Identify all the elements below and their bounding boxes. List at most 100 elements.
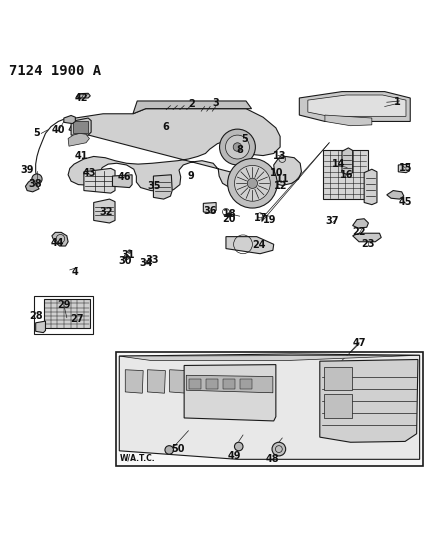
Circle shape [226,135,250,159]
Circle shape [233,143,242,151]
Polygon shape [203,203,216,213]
Polygon shape [353,219,369,228]
Text: 19: 19 [263,215,276,225]
Text: 34: 34 [139,258,152,268]
Polygon shape [119,355,419,360]
Text: 20: 20 [222,214,236,224]
Text: 42: 42 [75,93,89,103]
Text: 32: 32 [100,207,113,217]
Circle shape [227,213,232,217]
Circle shape [32,174,42,184]
Polygon shape [186,375,273,393]
Text: 15: 15 [399,164,413,173]
Bar [189,379,201,389]
Polygon shape [398,164,410,173]
Text: 24: 24 [252,240,265,250]
Circle shape [228,158,277,208]
Polygon shape [25,179,39,192]
Text: 33: 33 [146,255,159,265]
Text: 5: 5 [33,128,40,139]
Text: 3: 3 [212,98,219,108]
Bar [241,379,253,389]
Polygon shape [68,133,89,146]
Text: 18: 18 [223,209,237,220]
Text: 46: 46 [118,172,131,182]
Circle shape [165,446,173,454]
Text: 49: 49 [228,451,241,462]
Text: 14: 14 [332,159,345,169]
Text: 31: 31 [121,249,134,260]
Text: 38: 38 [29,179,42,189]
Polygon shape [94,199,115,223]
Bar [223,379,235,389]
Text: 22: 22 [352,228,366,237]
Polygon shape [36,321,45,333]
Polygon shape [148,370,165,393]
Polygon shape [113,175,132,188]
Ellipse shape [199,104,220,114]
Text: 43: 43 [82,168,96,179]
Circle shape [235,165,270,201]
Text: 37: 37 [326,216,339,227]
Text: 27: 27 [70,313,83,324]
Polygon shape [320,359,418,442]
Polygon shape [68,109,301,191]
Text: 7124 1900 A: 7124 1900 A [9,64,101,78]
Circle shape [272,442,285,456]
Text: 10: 10 [270,168,284,179]
Text: W/A.T.C.: W/A.T.C. [119,454,155,463]
Polygon shape [226,237,274,254]
Bar [33,296,93,334]
Polygon shape [342,148,353,175]
Polygon shape [125,370,143,393]
Text: 12: 12 [274,181,287,191]
Polygon shape [153,175,172,199]
Ellipse shape [165,103,190,112]
Polygon shape [64,116,75,124]
Text: 40: 40 [51,125,65,135]
Text: 9: 9 [187,171,194,181]
Text: 6: 6 [163,122,169,132]
Polygon shape [299,92,410,122]
Text: 16: 16 [339,170,353,180]
Bar [324,394,352,418]
Polygon shape [52,232,68,246]
Circle shape [124,255,129,260]
Text: 47: 47 [352,338,366,348]
Text: 50: 50 [171,444,184,454]
Text: 48: 48 [265,454,279,464]
Bar [116,352,423,466]
Polygon shape [325,115,372,126]
Polygon shape [71,118,91,135]
Circle shape [220,129,256,165]
Text: 11: 11 [276,174,289,184]
Text: 2: 2 [188,99,195,109]
Text: 30: 30 [119,256,132,266]
Text: 36: 36 [203,206,217,216]
Text: 41: 41 [74,151,88,160]
Text: 13: 13 [273,151,287,161]
Bar [323,150,368,199]
Text: 23: 23 [361,239,374,249]
Circle shape [235,442,243,451]
Text: 4: 4 [72,266,79,277]
Polygon shape [184,365,276,421]
Text: 1: 1 [394,97,401,107]
Text: 5: 5 [241,134,248,144]
Polygon shape [77,93,90,98]
Polygon shape [353,233,381,242]
Text: 8: 8 [237,145,244,155]
Bar [206,379,218,389]
Text: 39: 39 [21,165,34,175]
Text: 35: 35 [148,181,161,191]
Polygon shape [169,370,187,393]
Text: 28: 28 [29,311,43,320]
Bar [324,367,352,390]
Bar [44,300,90,328]
Circle shape [247,178,258,189]
Text: 45: 45 [398,197,412,207]
Polygon shape [84,168,115,193]
Polygon shape [364,169,377,205]
Polygon shape [119,354,419,459]
Text: 17: 17 [254,213,268,223]
